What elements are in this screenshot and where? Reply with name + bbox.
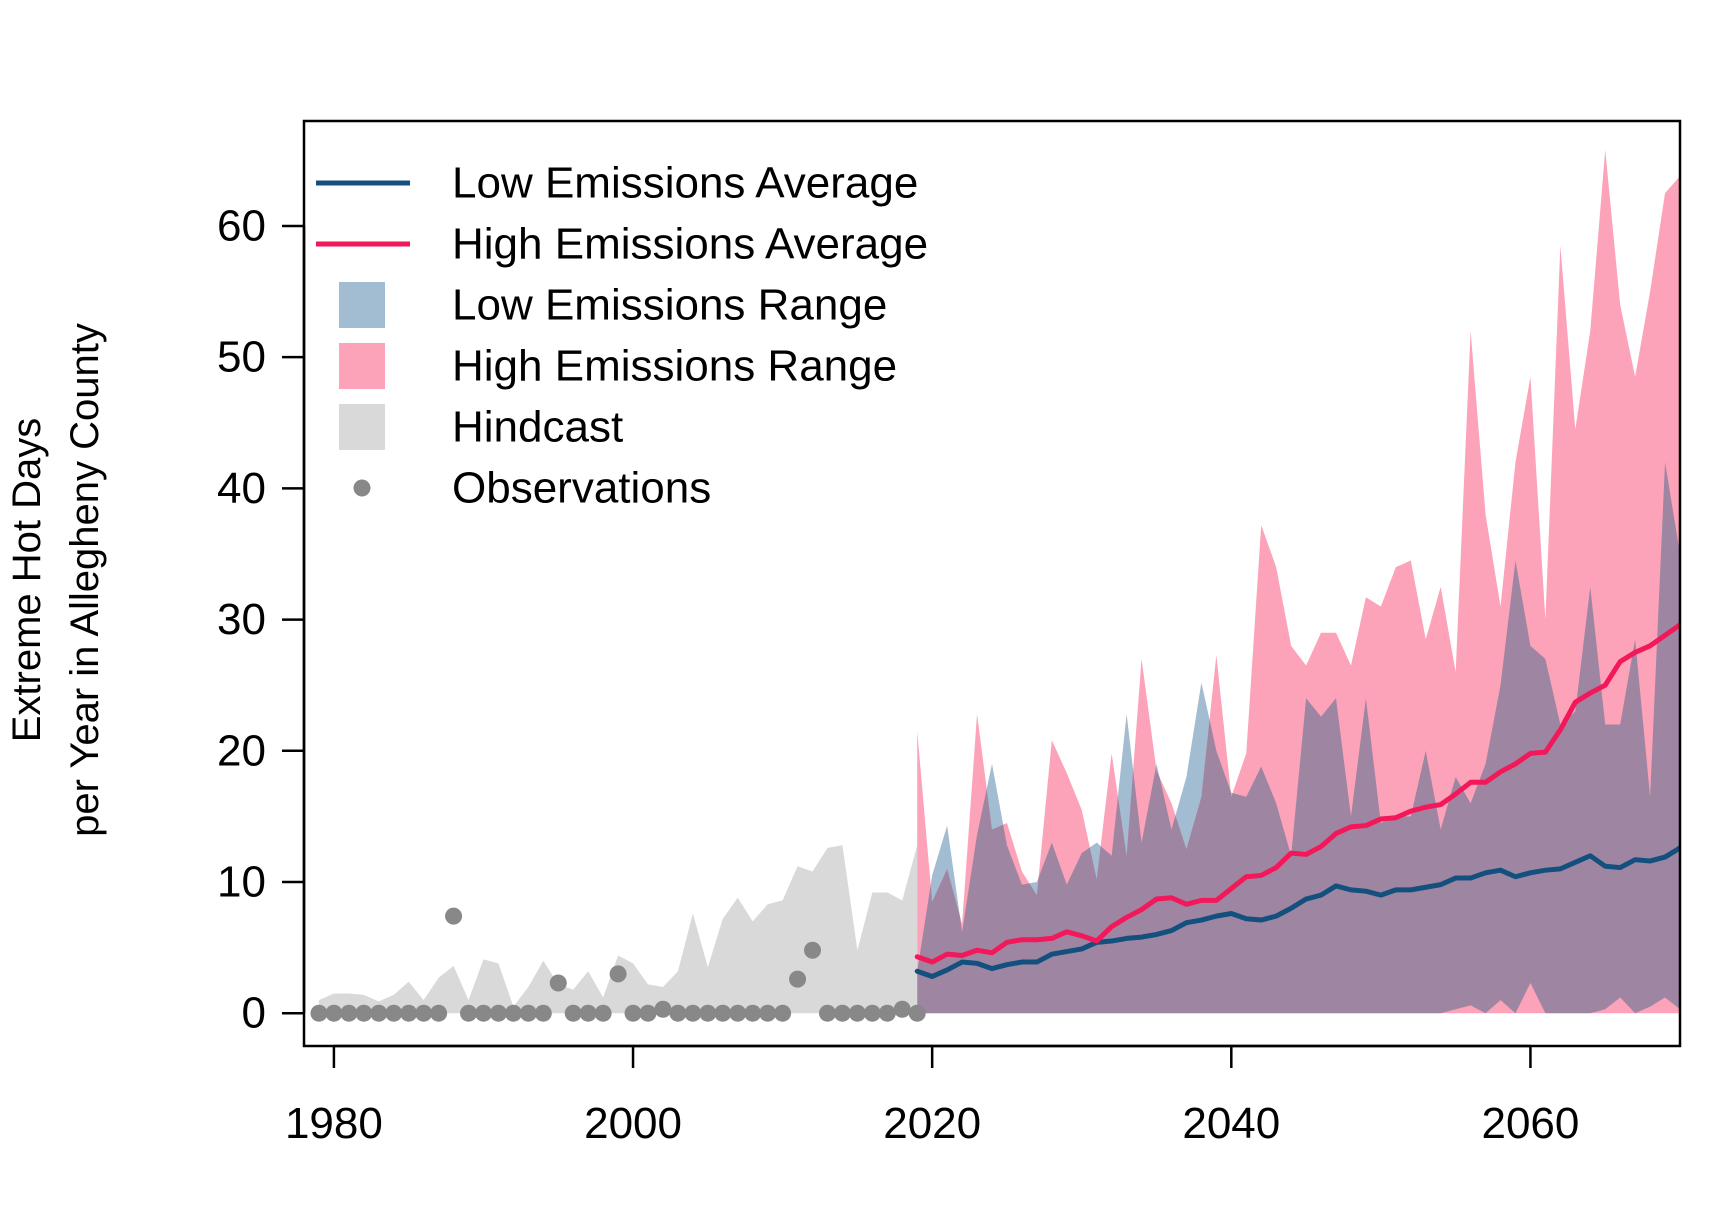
observation-point bbox=[325, 1004, 343, 1022]
observation-point bbox=[564, 1004, 582, 1022]
observation-point bbox=[445, 907, 463, 925]
x-tick-label: 2000 bbox=[584, 1099, 682, 1148]
y-tick-label: 40 bbox=[217, 464, 266, 513]
high-emissions-average-line bbox=[914, 622, 1680, 965]
observation-point bbox=[789, 970, 807, 988]
legend-label: Low Emissions Range bbox=[452, 281, 887, 330]
plot-area bbox=[302, 119, 1682, 1048]
observation-point bbox=[848, 1004, 866, 1022]
y-tick-label: 60 bbox=[217, 201, 266, 250]
observation-point bbox=[460, 1004, 478, 1022]
observation-point bbox=[370, 1004, 388, 1022]
observation-point bbox=[385, 1004, 403, 1022]
y-axis-label-line-1: Extreme Hot Days bbox=[5, 418, 49, 743]
y-axis-label: Extreme Hot Days per Year in Allegheny C… bbox=[5, 323, 107, 837]
observation-point bbox=[310, 1004, 328, 1022]
observation-point bbox=[908, 1004, 926, 1022]
legend-item: Low Emissions Average bbox=[316, 159, 918, 208]
observation-point bbox=[714, 1004, 732, 1022]
x-tick-label: 2020 bbox=[883, 1099, 981, 1148]
observation-point bbox=[609, 965, 627, 983]
legend-item: High Emissions Range bbox=[339, 342, 897, 391]
observation-point bbox=[415, 1004, 433, 1022]
legend-point-swatch bbox=[353, 479, 371, 497]
observation-point bbox=[624, 1004, 642, 1022]
legend-box-swatch bbox=[339, 404, 385, 450]
y-tick-label: 20 bbox=[217, 726, 266, 775]
observation-point bbox=[474, 1004, 492, 1022]
observation-point bbox=[833, 1004, 851, 1022]
observation-point bbox=[669, 1004, 687, 1022]
observation-point bbox=[878, 1004, 896, 1022]
observation-point bbox=[804, 941, 822, 959]
y-tick-label: 0 bbox=[242, 989, 266, 1038]
observation-point bbox=[654, 1000, 672, 1018]
observation-point bbox=[430, 1004, 448, 1022]
x-tick-label: 1980 bbox=[285, 1099, 383, 1148]
legend-item: Low Emissions Range bbox=[339, 281, 887, 330]
observation-point bbox=[744, 1004, 762, 1022]
legend-label: Hindcast bbox=[452, 403, 623, 452]
observation-point bbox=[774, 1004, 792, 1022]
observation-point bbox=[729, 1004, 747, 1022]
average-lines-layer bbox=[914, 622, 1680, 979]
observation-point bbox=[818, 1004, 836, 1022]
observation-point bbox=[699, 1004, 717, 1022]
legend-item: Hindcast bbox=[339, 403, 623, 452]
observation-point bbox=[504, 1004, 522, 1022]
observation-point bbox=[549, 974, 567, 992]
legend-item: Observations bbox=[353, 464, 711, 513]
y-tick-label: 30 bbox=[217, 595, 266, 644]
legend-label: Low Emissions Average bbox=[452, 159, 918, 208]
low-emissions-average-line bbox=[914, 845, 1680, 979]
observation-point bbox=[594, 1004, 612, 1022]
observation-point bbox=[639, 1004, 657, 1022]
hindcast-layer bbox=[318, 845, 918, 1014]
legend-label: High Emissions Average bbox=[452, 220, 928, 269]
observation-point bbox=[863, 1004, 881, 1022]
y-axis: 0 10 20 30 40 50 60 bbox=[217, 201, 306, 1038]
hindcast-band bbox=[318, 845, 918, 1014]
y-axis-label-line-2: per Year in Allegheny County bbox=[63, 323, 107, 837]
observation-point bbox=[340, 1004, 358, 1022]
y-tick-label: 10 bbox=[217, 857, 266, 906]
legend-label: High Emissions Range bbox=[452, 342, 897, 391]
legend-box-swatch bbox=[339, 343, 385, 389]
legend: Low Emissions Average High Emissions Aver… bbox=[316, 159, 928, 513]
observation-point bbox=[400, 1004, 418, 1022]
observation-point bbox=[759, 1004, 777, 1022]
x-tick-label: 2060 bbox=[1481, 1099, 1579, 1148]
range-layer bbox=[917, 149, 1680, 1014]
observation-point bbox=[519, 1004, 537, 1022]
observation-point bbox=[534, 1004, 552, 1022]
observation-point bbox=[893, 1000, 911, 1018]
y-tick-label: 50 bbox=[217, 333, 266, 382]
observation-point bbox=[355, 1004, 373, 1022]
observation-point bbox=[489, 1004, 507, 1022]
legend-item: High Emissions Average bbox=[316, 220, 928, 269]
x-tick-label: 2040 bbox=[1182, 1099, 1280, 1148]
observation-point bbox=[684, 1004, 702, 1022]
x-axis: 1980 2000 2020 2040 2060 bbox=[285, 1044, 1579, 1148]
observations-layer bbox=[310, 907, 926, 1022]
legend-box-swatch bbox=[339, 282, 385, 328]
observation-point bbox=[579, 1004, 597, 1022]
legend-label: Observations bbox=[452, 464, 711, 513]
